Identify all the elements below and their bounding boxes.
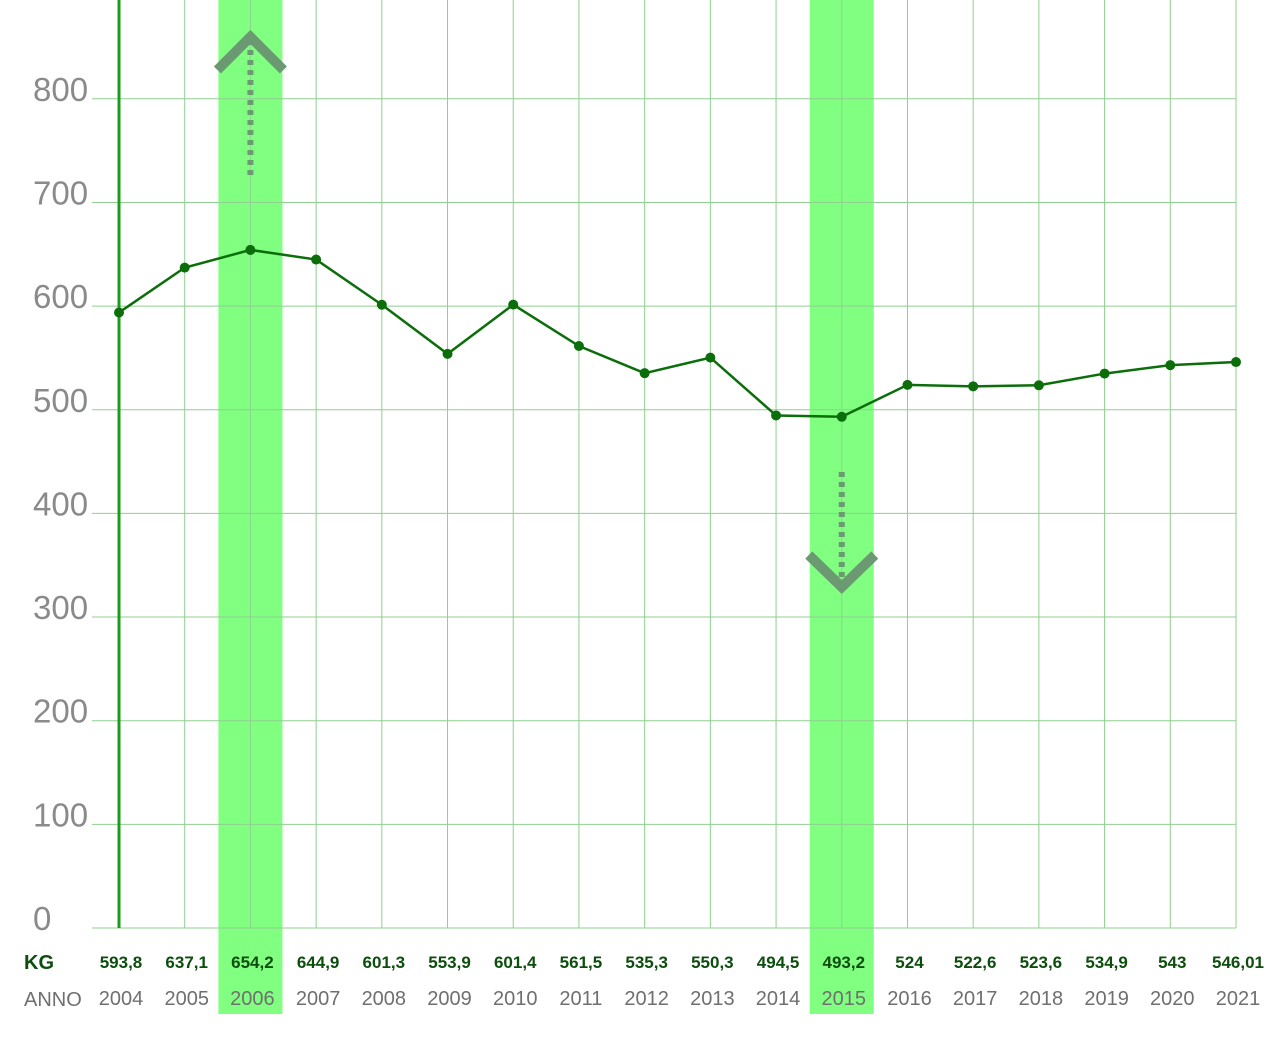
kg-value-2013: 550,3 <box>691 953 734 972</box>
kg-value-2009: 553,9 <box>428 953 471 972</box>
year-label-2014: 2014 <box>756 988 801 1010</box>
data-point-2021 <box>1231 357 1241 368</box>
data-point-2012 <box>639 368 650 379</box>
kg-value-2007: 644,9 <box>297 953 340 972</box>
year-label-2011: 2011 <box>559 988 602 1010</box>
kg-value-2011: 561,5 <box>560 953 603 972</box>
year-label-2008: 2008 <box>362 988 407 1010</box>
highlight-bands <box>218 0 874 1014</box>
data-point-2014 <box>771 410 782 421</box>
down-arrow-icon <box>805 551 879 594</box>
kg-value-2006: 654,2 <box>231 953 274 972</box>
kg-value-2008: 601,3 <box>363 953 406 972</box>
data-point-2007 <box>311 254 322 265</box>
kg-value-2014: 494,5 <box>757 953 800 972</box>
year-label-2013: 2013 <box>690 988 735 1010</box>
kg-value-2005: 637,1 <box>165 953 208 972</box>
kg-value-2019: 534,9 <box>1085 953 1128 972</box>
kg-value-2021: 546,01 <box>1212 953 1264 972</box>
kg-value-2017: 522,6 <box>954 953 997 972</box>
trend-arrows <box>213 29 879 594</box>
year-label-2010: 2010 <box>493 988 538 1010</box>
anno-row-label: ANNO <box>24 989 82 1011</box>
data-point-2013 <box>705 352 716 363</box>
y-tick-label: 0 <box>33 900 51 937</box>
kg-value-2004: 593,8 <box>100 953 143 972</box>
data-point-2008 <box>376 299 387 310</box>
year-label-2019: 2019 <box>1084 988 1129 1010</box>
data-point-2019 <box>1099 368 1110 379</box>
y-tick-label: 600 <box>33 278 88 315</box>
data-point-2006 <box>245 244 256 255</box>
year-label-2005: 2005 <box>164 988 209 1010</box>
grid-lines <box>92 0 1237 929</box>
data-point-2004 <box>114 307 124 318</box>
series-line <box>118 248 1237 419</box>
year-label-2021: 2021 <box>1216 988 1261 1010</box>
kg-value-2018: 523,6 <box>1020 953 1063 972</box>
table-rows: KG ANNO 593,8 2004 637,1 2005 654,2 2006 644,9… <box>24 952 1264 1011</box>
y-tick-label: 200 <box>33 693 88 730</box>
kg-row-label: KG <box>24 952 54 974</box>
y-tick-label: 400 <box>33 485 88 522</box>
y-tick-label: 300 <box>33 589 88 626</box>
year-label-2018: 2018 <box>1019 988 1064 1010</box>
data-point-2016 <box>902 379 913 390</box>
data-series <box>114 244 1241 422</box>
data-point-2009 <box>442 348 453 359</box>
data-point-2020 <box>1165 360 1176 371</box>
kg-value-2015: 493,2 <box>822 953 865 972</box>
year-label-2020: 2020 <box>1150 988 1195 1010</box>
kg-value-2010: 601,4 <box>494 953 537 972</box>
y-tick-label: 700 <box>33 174 88 211</box>
data-point-2017 <box>968 381 979 392</box>
year-label-2017: 2017 <box>953 988 998 1010</box>
year-label-2006: 2006 <box>230 988 275 1010</box>
y-axis-ticks: 0 100 200 300 400 500 600 700 800 <box>33 71 88 937</box>
y-tick-label: 500 <box>33 382 88 419</box>
data-point-2005 <box>179 262 190 273</box>
year-label-2015: 2015 <box>822 988 867 1010</box>
y-tick-label: 800 <box>33 71 88 108</box>
kg-value-2020: 543 <box>1158 953 1186 972</box>
kg-value-2016: 524 <box>895 953 924 972</box>
year-label-2007: 2007 <box>296 988 341 1010</box>
data-point-2015 <box>836 411 847 422</box>
y-tick-label: 100 <box>33 796 88 833</box>
up-arrow-icon <box>213 29 287 74</box>
year-label-2004: 2004 <box>99 988 144 1010</box>
year-label-2009: 2009 <box>427 988 472 1010</box>
year-label-2016: 2016 <box>887 988 932 1010</box>
kg-value-2012: 535,3 <box>625 953 668 972</box>
data-point-2010 <box>508 299 519 310</box>
data-point-2018 <box>1033 380 1044 391</box>
data-point-2011 <box>573 341 584 352</box>
year-label-2012: 2012 <box>624 988 669 1010</box>
